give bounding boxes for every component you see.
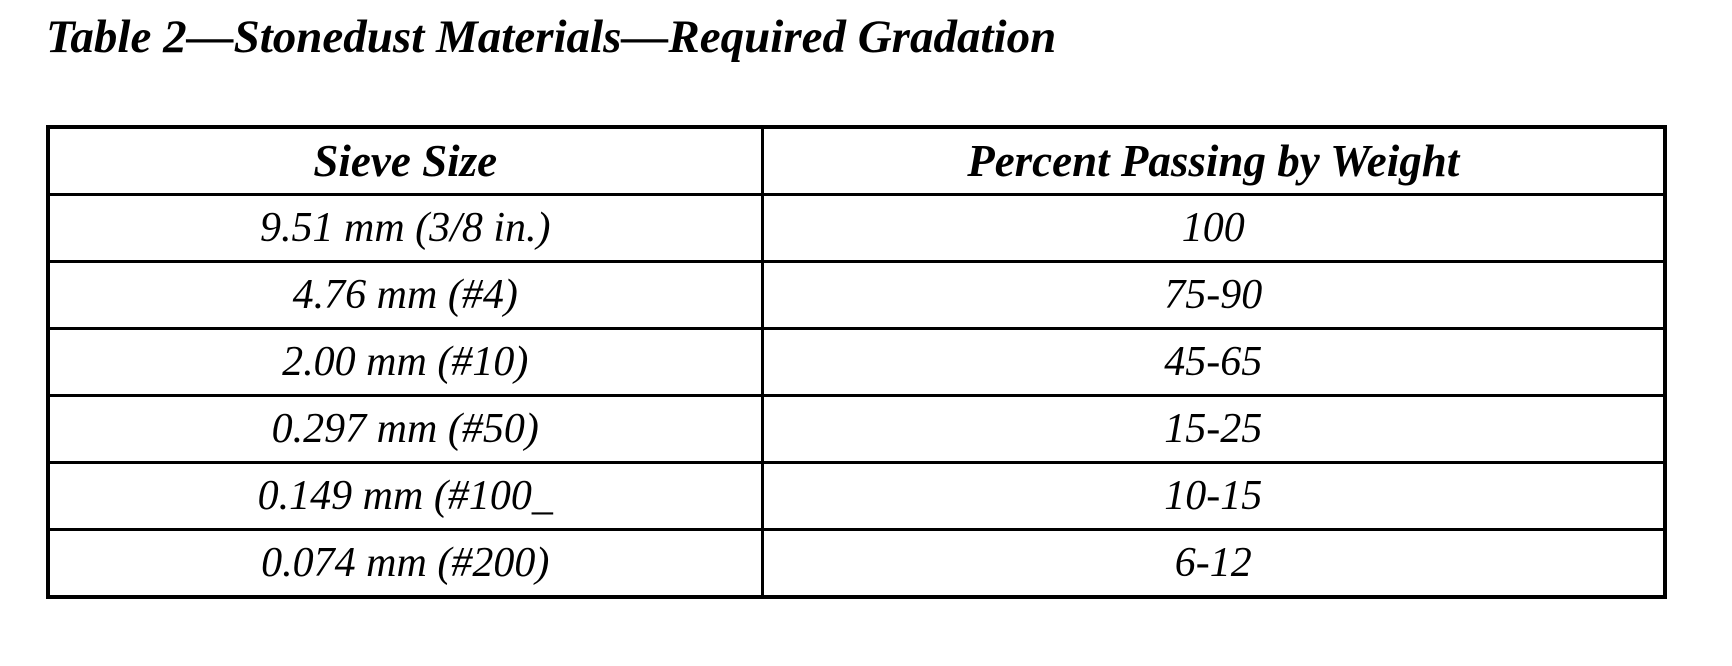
header-row: Sieve Size Percent Passing by Weight: [46, 125, 1667, 196]
cell-percent-passing: 45-65: [760, 327, 1667, 397]
column-header-percent-passing: Percent Passing by Weight: [760, 125, 1667, 196]
cell-sieve-size: 2.00 mm (#10): [46, 327, 764, 397]
gradation-table: Sieve Size Percent Passing by Weight 9.5…: [46, 125, 1667, 599]
column-header-sieve-size: Sieve Size: [46, 125, 764, 196]
table-row: 4.76 mm (#4) 75-90: [46, 260, 1667, 330]
table-row: 0.074 mm (#200) 6-12: [46, 528, 1667, 599]
cell-sieve-size: 0.149 mm (#100_: [46, 461, 764, 531]
cell-sieve-size: 4.76 mm (#4): [46, 260, 764, 330]
table-row: 0.297 mm (#50) 15-25: [46, 394, 1667, 464]
cell-sieve-size: 0.074 mm (#200): [46, 528, 764, 599]
cell-percent-passing: 6-12: [760, 528, 1667, 599]
table-row: 0.149 mm (#100_ 10-15: [46, 461, 1667, 531]
cell-percent-passing: 15-25: [760, 394, 1667, 464]
cell-percent-passing: 100: [760, 193, 1667, 263]
cell-percent-passing: 75-90: [760, 260, 1667, 330]
table-row: 9.51 mm (3/8 in.) 100: [46, 193, 1667, 263]
table-title: Table 2—Stonedust Materials—Required Gra…: [46, 11, 1057, 63]
table-row: 2.00 mm (#10) 45-65: [46, 327, 1667, 397]
cell-percent-passing: 10-15: [760, 461, 1667, 531]
cell-sieve-size: 9.51 mm (3/8 in.): [46, 193, 764, 263]
cell-sieve-size: 0.297 mm (#50): [46, 394, 764, 464]
